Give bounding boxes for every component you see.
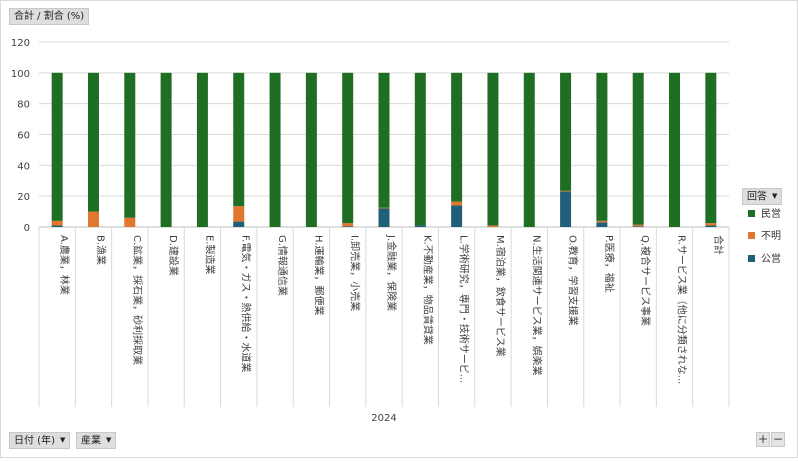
bar-segment[interactable] <box>378 208 390 228</box>
x-tick-label: G.情報通信業 <box>276 235 289 296</box>
minus-icon: − <box>772 432 784 446</box>
y-tick-label: 0 <box>24 223 30 234</box>
y-tick-label: 100 <box>11 69 30 80</box>
x-tick-label: C.鉱業，採石業，砂利採取業 <box>131 235 144 365</box>
bar-segment[interactable] <box>51 72 63 221</box>
x-tick-label: P.医療，福祉 <box>603 235 616 293</box>
bar-segment[interactable] <box>632 224 644 227</box>
collapse-button[interactable]: − <box>771 432 785 447</box>
date-filter-label: 日付 (年) <box>14 435 55 447</box>
bar-segment[interactable] <box>596 222 608 227</box>
x-tick-label: A.農業，林業 <box>58 235 71 295</box>
bar-segment[interactable] <box>560 191 572 227</box>
legend-label: 公営 <box>761 254 781 265</box>
bar-segment[interactable] <box>596 220 608 223</box>
bar-segment[interactable] <box>233 206 245 222</box>
bar-segment[interactable] <box>305 72 317 227</box>
bar-segment[interactable] <box>705 223 717 226</box>
bar-segment[interactable] <box>451 72 463 202</box>
x-tick-label: L.学術研究，専門・技術サービ... <box>458 235 471 383</box>
bar-segment[interactable] <box>632 72 644 225</box>
bar-segment[interactable] <box>414 225 426 227</box>
legend-field-label: 回答 <box>747 191 767 203</box>
x-tick-label: Q.複合サービス事業 <box>639 235 652 326</box>
x-tick-label: H.運輸業，郵便業 <box>312 235 325 316</box>
bar-segment[interactable] <box>342 72 354 224</box>
x-tick-label: O.教育，学習支援業 <box>567 235 580 326</box>
y-tick-label: 40 <box>17 161 30 172</box>
bar-segment[interactable] <box>160 72 172 227</box>
group-axis-label: 2024 <box>371 413 396 424</box>
bar-segment[interactable] <box>233 221 245 227</box>
bar-segment[interactable] <box>523 72 535 227</box>
industry-filter-label: 産業 <box>81 435 101 447</box>
y-tick-label: 80 <box>17 100 30 111</box>
expand-button[interactable]: + <box>756 432 770 447</box>
bar-segment[interactable] <box>487 72 499 226</box>
x-tick-label: R.サービス業（他に分類されな... <box>676 235 689 384</box>
y-tick-label: 20 <box>17 192 30 203</box>
plus-icon: + <box>757 432 769 446</box>
bar-segment[interactable] <box>233 72 245 207</box>
x-tick-label: K.不動産業，物品賃貸業 <box>421 235 434 345</box>
x-tick-label: 合計 <box>712 235 725 255</box>
bar-segment[interactable] <box>487 225 499 227</box>
bar-segment[interactable] <box>51 225 63 227</box>
legend-item-minei: 民営 <box>748 208 781 222</box>
value-field-button[interactable]: 合計 / 割合 (%) <box>9 8 90 25</box>
y-tick-label: 120 <box>11 38 30 49</box>
bar-segment[interactable] <box>596 72 608 221</box>
dropdown-arrow-icon: ▼ <box>59 436 66 444</box>
legend-swatch <box>748 210 755 217</box>
bar-segment[interactable] <box>196 72 208 227</box>
x-tick-label: M.宿泊業，飲食サービス業 <box>494 235 507 357</box>
legend-label: 民営 <box>761 209 781 220</box>
x-tick-label: D.建設業 <box>167 235 180 276</box>
bar-segment[interactable] <box>560 190 572 192</box>
legend-swatch <box>748 232 755 239</box>
legend-field-button[interactable]: 回答 ▼ <box>742 188 783 205</box>
bar-segment[interactable] <box>378 207 390 209</box>
x-tick-label: N.生活関連サービス業，娯楽業 <box>530 235 543 376</box>
bar-segment[interactable] <box>51 220 63 226</box>
x-tick-label: E.製造業 <box>203 235 216 275</box>
bar-segment[interactable] <box>414 72 426 226</box>
legend-label: 不明 <box>761 231 781 242</box>
bar-segment[interactable] <box>342 226 354 227</box>
date-filter-button[interactable]: 日付 (年) ▼ <box>9 432 71 449</box>
bar-segment[interactable] <box>669 72 681 227</box>
x-tick-label: J.金融業，保険業 <box>385 234 398 311</box>
bar-segment[interactable] <box>451 205 463 227</box>
bar-segment[interactable] <box>124 72 136 218</box>
bar-segment[interactable] <box>342 223 354 227</box>
dropdown-arrow-icon: ▼ <box>106 436 112 444</box>
bar-segment[interactable] <box>705 72 717 224</box>
legend-item-kouei: 公営 <box>748 253 781 267</box>
bar-segment[interactable] <box>269 72 281 227</box>
legend-swatch <box>748 255 755 262</box>
x-tick-label: B.漁業 <box>94 235 107 265</box>
industry-filter-button[interactable]: 産業 ▼ <box>76 432 117 449</box>
x-tick-label: F.電気・ガス・熱供給・水道業 <box>240 235 253 372</box>
bar-segment[interactable] <box>632 226 644 227</box>
x-tick-label: I.卸売業，小売業 <box>349 235 362 311</box>
legend-item-fumei: 不明 <box>748 230 781 244</box>
bar-segment[interactable] <box>87 72 99 212</box>
bar-segment[interactable] <box>87 211 99 227</box>
bar-segment[interactable] <box>378 72 390 208</box>
value-field-label: 合計 / 割合 (%) <box>14 11 85 22</box>
bar-segment[interactable] <box>451 201 463 206</box>
dropdown-arrow-icon: ▼ <box>772 192 778 200</box>
bar-segment[interactable] <box>124 217 136 227</box>
bar-segment[interactable] <box>560 72 572 191</box>
y-tick-label: 60 <box>17 131 30 142</box>
bar-segment[interactable] <box>705 225 717 227</box>
